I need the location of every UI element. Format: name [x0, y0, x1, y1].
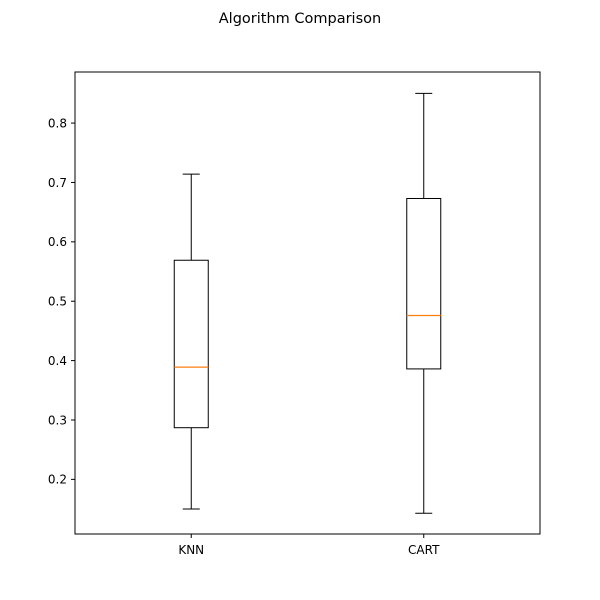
chart-title: Algorithm Comparison: [219, 11, 381, 27]
y-tick-label: 0.6: [48, 235, 67, 249]
y-tick-label: 0.4: [48, 354, 67, 368]
x-tick-label: CART: [408, 543, 440, 557]
y-axis: 0.2 0.3 0.4 0.5 0.6 0.7 0.8: [48, 116, 75, 487]
plot-area-frame: [74, 71, 541, 535]
box-group-knn: [173, 173, 209, 510]
y-tick-label: 0.2: [48, 473, 67, 487]
boxes: [173, 92, 442, 514]
y-tick-label: 0.3: [48, 413, 67, 427]
x-tick-label: KNN: [178, 543, 204, 557]
iqr-box: [406, 197, 442, 370]
y-tick-label: 0.5: [48, 295, 67, 309]
iqr-box: [173, 259, 209, 429]
x-axis: KNN CART: [178, 534, 440, 557]
y-tick-label: 0.7: [48, 176, 67, 190]
box-group-cart: [406, 92, 442, 514]
y-tick-label: 0.8: [48, 116, 67, 130]
